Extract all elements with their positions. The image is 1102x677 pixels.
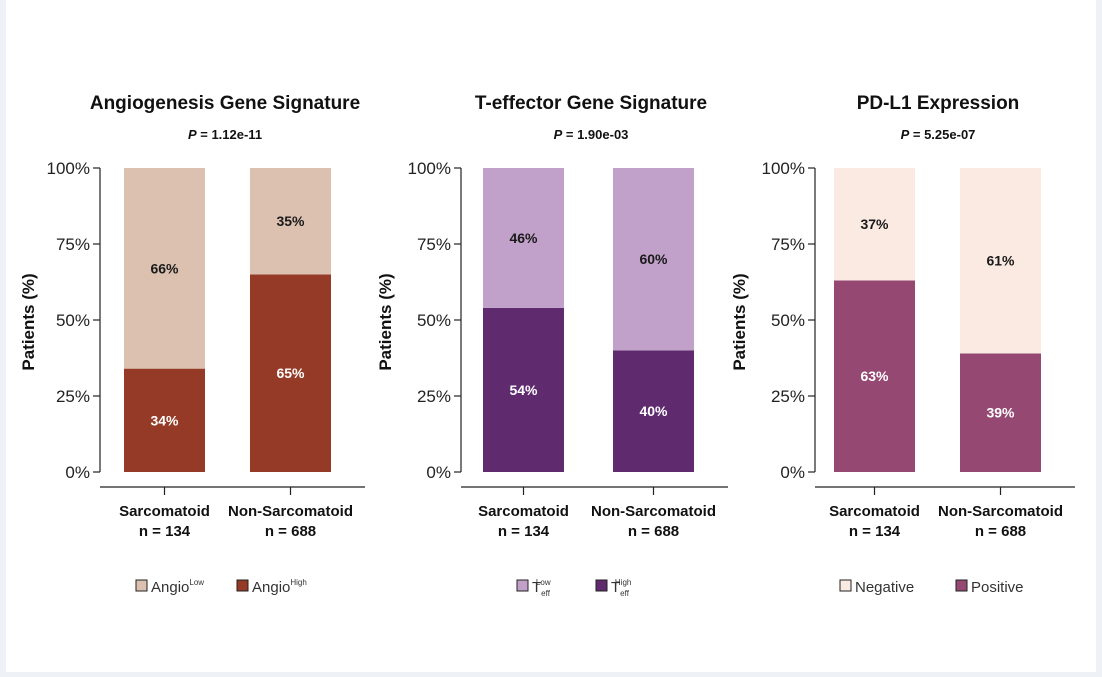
legend-label-base: Angio xyxy=(252,579,290,596)
x-tick-label: Sarcomatoid xyxy=(829,503,920,520)
bar-data-label: 46% xyxy=(509,230,538,246)
legend-label-subscript: eff xyxy=(620,589,630,598)
bar-segment xyxy=(613,350,694,472)
bar-data-label: 37% xyxy=(860,216,889,232)
bar-segment xyxy=(834,168,915,281)
x-tick-label: Non-Sarcomatoid xyxy=(228,503,353,520)
legend-swatch xyxy=(516,579,529,592)
x-tick-count: n = 134 xyxy=(498,523,550,540)
x-tick-count: n = 134 xyxy=(849,523,901,540)
y-axis-title: Patients (%) xyxy=(19,273,38,370)
legend-label-base: T xyxy=(611,579,620,596)
p-value-symbol: P xyxy=(901,127,910,142)
bar-data-label: 39% xyxy=(986,405,1015,421)
bar-data-label: 66% xyxy=(150,260,179,276)
legend-label-base: Negative xyxy=(855,579,914,596)
y-tick-label: 25% xyxy=(417,387,451,406)
bar-segment xyxy=(834,280,915,472)
bar-segment xyxy=(960,353,1041,472)
y-tick-label: 75% xyxy=(56,235,90,254)
legend-label-base: Positive xyxy=(971,579,1024,596)
chart-figure: Angiogenesis Gene Signature P = 1.12e-11 0… xyxy=(19,93,1075,598)
y-tick-label: 0% xyxy=(780,463,805,482)
x-tick-count: n = 134 xyxy=(139,523,191,540)
p-value: P = 1.90e-03 xyxy=(554,127,629,142)
legend-swatch xyxy=(236,579,249,592)
legend-label-subscript: eff xyxy=(541,589,551,598)
x-tick-count: n = 688 xyxy=(628,523,679,540)
legend-label-superscript: High xyxy=(615,578,631,587)
bar-segment xyxy=(124,168,205,369)
y-tick-label: 100% xyxy=(47,159,90,178)
legend-label-superscript: High xyxy=(290,578,306,587)
x-tick-label: Non-Sarcomatoid xyxy=(938,503,1063,520)
bar-segment xyxy=(960,168,1041,354)
x-tick-label: Sarcomatoid xyxy=(478,503,569,520)
bar-segment xyxy=(250,274,331,472)
legend-label-superscript: Low xyxy=(189,578,204,587)
y-axis-title: Patients (%) xyxy=(730,273,749,370)
x-tick-label: Non-Sarcomatoid xyxy=(591,503,716,520)
bar-segment xyxy=(124,368,205,472)
bar-segment xyxy=(483,168,564,308)
bar-data-label: 40% xyxy=(639,403,668,419)
p-value-number: = 1.90e-03 xyxy=(562,127,628,142)
legend-swatch xyxy=(135,579,148,592)
y-tick-label: 50% xyxy=(417,311,451,330)
y-tick-label: 100% xyxy=(762,159,805,178)
y-tick-label: 25% xyxy=(56,387,90,406)
x-tick-count: n = 688 xyxy=(975,523,1026,540)
legend-label-superscript: Low xyxy=(536,578,551,587)
y-tick-label: 25% xyxy=(771,387,805,406)
bar-data-label: 65% xyxy=(276,365,305,381)
y-tick-label: 75% xyxy=(771,235,805,254)
bar-data-label: 34% xyxy=(150,412,179,428)
bar-data-label: 60% xyxy=(639,251,668,267)
p-value-symbol: P xyxy=(554,127,563,142)
y-tick-label: 50% xyxy=(56,311,90,330)
x-tick-label: Sarcomatoid xyxy=(119,503,210,520)
legend-label: AngioHigh xyxy=(252,578,307,596)
chart-title: T-effector Gene Signature xyxy=(475,93,707,114)
bar-data-label: 54% xyxy=(509,382,538,398)
legend-label: Positive xyxy=(971,579,1024,596)
legend-label-base: Angio xyxy=(151,579,189,596)
legend-swatch xyxy=(839,579,852,592)
figure-panel: Angiogenesis Gene Signature P = 1.12e-11 0… xyxy=(6,0,1096,672)
legend-swatch xyxy=(595,579,608,592)
bar-segment xyxy=(613,168,694,351)
x-tick-count: n = 688 xyxy=(265,523,316,540)
legend-label: Teff High xyxy=(611,578,631,598)
chart-panel-2: T-effector Gene Signature P = 1.90e-03 0% 2… xyxy=(376,93,728,598)
bar-data-label: 63% xyxy=(860,368,889,384)
p-value: P = 5.25e-07 xyxy=(901,127,976,142)
chart-panel-1: Angiogenesis Gene Signature P = 1.12e-11 0… xyxy=(19,93,365,596)
p-value-number: = 1.12e-11 xyxy=(197,127,262,142)
y-tick-label: 0% xyxy=(65,463,90,482)
bar-segment xyxy=(250,168,331,275)
y-axis-title: Patients (%) xyxy=(376,273,395,370)
legend-label: AngioLow xyxy=(151,578,204,596)
p-value-symbol: P xyxy=(188,127,197,142)
chart-title: PD-L1 Expression xyxy=(857,93,1020,114)
bar-segment xyxy=(483,307,564,472)
chart-title: Angiogenesis Gene Signature xyxy=(90,93,360,114)
chart-panel-3: PD-L1 Expression P = 5.25e-07 0% 25% 50% 75% 1… xyxy=(730,93,1075,596)
y-tick-label: 50% xyxy=(771,311,805,330)
legend-label: Teff Low xyxy=(532,578,551,598)
y-tick-label: 0% xyxy=(426,463,451,482)
legend-label-base: T xyxy=(532,579,541,596)
p-value: P = 1.12e-11 xyxy=(188,127,262,142)
legend-label: Negative xyxy=(855,579,914,596)
p-value-number: = 5.25e-07 xyxy=(909,127,975,142)
legend-swatch xyxy=(955,579,968,592)
y-tick-label: 100% xyxy=(408,159,451,178)
bar-data-label: 35% xyxy=(276,213,305,229)
bar-data-label: 61% xyxy=(986,253,1015,269)
y-tick-label: 75% xyxy=(417,235,451,254)
